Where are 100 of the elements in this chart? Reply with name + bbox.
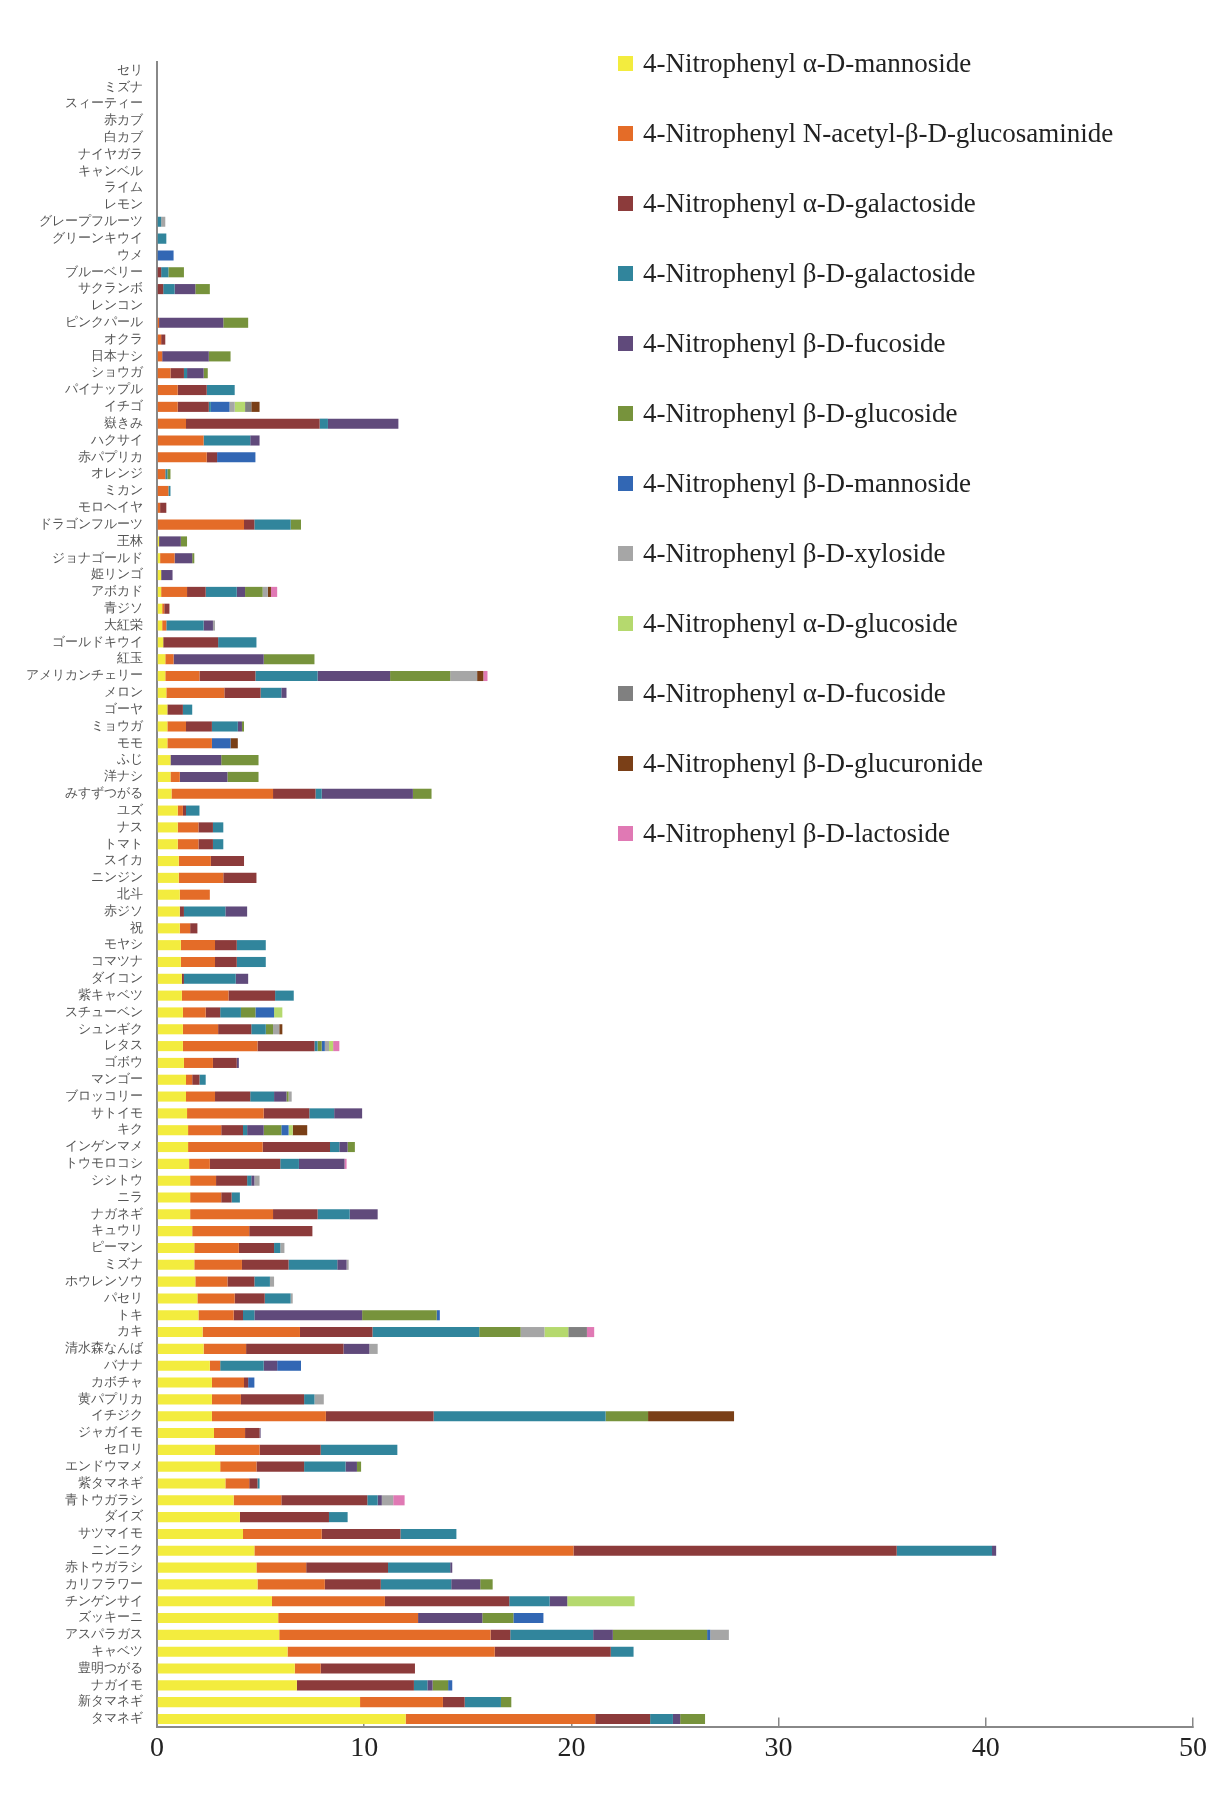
y-tick-label: ダイコン [91, 971, 143, 986]
legend-label: 4-Nitrophenyl β-D-fucoside [643, 327, 946, 359]
x-tick-label: 40 [971, 1730, 1000, 1762]
x-tick-label: 20 [557, 1730, 586, 1762]
y-tick-label: ブロッコリー [65, 1088, 143, 1103]
x-tick-label: 10 [350, 1730, 379, 1762]
y-tick-label: アボカド [91, 584, 143, 599]
y-tick-label: ブルーベリー [65, 264, 143, 279]
y-tick-label: レタス [104, 1038, 143, 1053]
legend-label: 4-Nitrophenyl α-D-galactoside [643, 187, 976, 219]
y-tick-label: トキ [117, 1307, 143, 1322]
y-tick-label: サクランボ [78, 281, 143, 296]
y-tick-label: 青ジソ [104, 601, 143, 615]
legend-label: 4-Nitrophenyl β-D-mannoside [643, 467, 971, 499]
y-tick-label: ミズナ [104, 1257, 143, 1272]
y-tick-label: ウメ [117, 247, 143, 262]
x-tick-label: 50 [1179, 1730, 1207, 1762]
legend-label: 4-Nitrophenyl α-D-fucoside [643, 677, 946, 709]
y-tick-label: モモ [117, 735, 143, 750]
y-tick-label: チンゲンサイ [65, 1593, 143, 1608]
y-tick-label: ユズ [117, 802, 144, 817]
y-tick-label: みすずつがる [65, 786, 143, 801]
y-tick-label: ゴーヤ [104, 701, 143, 716]
y-tick-label: 赤パプリカ [78, 449, 143, 464]
y-tick-label: イチジク [91, 1408, 143, 1423]
y-tick-label: ニンニク [91, 1543, 143, 1558]
y-tick-label: 北斗 [117, 886, 143, 901]
y-tick-label: 清水森なんば [65, 1341, 144, 1356]
y-tick-label: バナナ [103, 1358, 143, 1372]
y-tick-label: ドラゴンフルーツ [39, 516, 143, 531]
y-tick-label: パセリ [103, 1290, 143, 1305]
y-tick-label: モヤシ [104, 937, 143, 952]
y-tick-label: スチューベン [65, 1004, 143, 1019]
y-tick-label: ハクサイ [90, 432, 143, 447]
y-tick-label: エンドウマメ [65, 1458, 143, 1473]
y-tick-label: シュンギク [78, 1021, 143, 1036]
y-tick-label: 姫リンゴ [91, 567, 144, 582]
y-tick-label: セロリ [104, 1442, 143, 1457]
y-tick-label: ふじ [116, 752, 143, 767]
y-tick-label: オレンジ [91, 466, 143, 481]
y-tick-label: 赤トウガラシ [65, 1559, 143, 1574]
y-tick-label: カリフラワー [65, 1576, 143, 1591]
y-tick-label: ゴールドキウイ [52, 634, 143, 649]
y-tick-label: イチゴ [104, 399, 144, 414]
y-tick-label: セリ [117, 62, 143, 77]
y-tick-label: キャベツ [91, 1643, 143, 1658]
y-tick-label: トウモロコシ [65, 1156, 143, 1171]
y-tick-label: ダイズ [104, 1509, 144, 1524]
y-tick-label: 紫タマネギ [78, 1475, 143, 1490]
y-tick-label: カボチャ [91, 1374, 143, 1389]
legend-label: 4-Nitrophenyl β-D-glucoside [643, 397, 958, 429]
y-tick-label: ズッキーニ [78, 1610, 143, 1625]
y-tick-label: 紅玉 [117, 651, 143, 666]
y-tick-label: シシトウ [91, 1172, 143, 1187]
legend-label: 4-Nitrophenyl N-acetyl-β-D-glucosaminide [643, 117, 1114, 149]
y-tick-label: 日本ナシ [91, 348, 143, 363]
y-tick-label: ゴボウ [104, 1055, 143, 1070]
y-tick-label: 白カブ [104, 129, 144, 144]
legend-label: 4-Nitrophenyl α-D-mannoside [643, 47, 972, 79]
legend-label: 4-Nitrophenyl β-D-galactoside [643, 257, 976, 289]
x-tick-label: 0 [150, 1730, 164, 1762]
y-tick-label: キク [117, 1122, 143, 1137]
y-tick-label: ミョウガ [91, 718, 144, 733]
y-tick-label: スィーティー [65, 96, 143, 111]
legend-label: 4-Nitrophenyl β-D-lactoside [643, 817, 950, 849]
y-tick-label: スイカ [104, 853, 143, 868]
y-tick-label: ニンジン [91, 870, 143, 885]
legend-label: 4-Nitrophenyl β-D-glucuronide [643, 747, 983, 779]
y-tick-label: カキ [117, 1324, 143, 1339]
y-tick-label: レンコン [91, 298, 143, 313]
y-tick-label: ショウガ [91, 365, 144, 380]
y-tick-label: アメリカンチェリー [26, 668, 143, 683]
y-tick-label: 豊明つがる [78, 1660, 143, 1675]
y-tick-label: ミズナ [104, 79, 143, 94]
y-tick-label: ピーマン [91, 1240, 143, 1255]
y-tick-label: メロン [104, 685, 143, 700]
y-tick-label: サトイモ [91, 1105, 143, 1120]
y-tick-label: 嶽きみ [104, 415, 143, 430]
y-tick-label: ナス [117, 819, 143, 834]
y-tick-label: ジャガイモ [78, 1425, 143, 1440]
y-tick-label: ナイヤガラ [78, 146, 143, 161]
y-tick-label: 青トウガラシ [65, 1492, 143, 1507]
y-tick-label: オクラ [104, 331, 143, 346]
y-tick-label: 紫キャベツ [78, 987, 143, 1002]
y-tick-label: アスパラガス [65, 1627, 143, 1642]
y-tick-label: ナガイモ [91, 1677, 143, 1692]
y-tick-label: キャンベル [78, 163, 143, 178]
y-tick-label: パイナップル [64, 382, 143, 397]
y-tick-label: ミカン [104, 483, 143, 498]
y-tick-label: タマネギ [91, 1711, 143, 1726]
legend-label: 4-Nitrophenyl β-D-xyloside [643, 537, 946, 569]
y-tick-label: ナガネギ [91, 1206, 143, 1221]
y-tick-label: トマト [104, 836, 143, 851]
y-tick-label: コマツナ [91, 954, 143, 969]
y-tick-label: 大紅栄 [104, 617, 143, 632]
y-tick-label: ホウレンソウ [65, 1273, 143, 1288]
y-tick-label: ニラ [117, 1189, 143, 1204]
y-tick-label: 王林 [117, 533, 143, 548]
y-tick-label: 祝 [130, 920, 143, 935]
y-tick-label: ジョナゴールド [52, 550, 143, 565]
